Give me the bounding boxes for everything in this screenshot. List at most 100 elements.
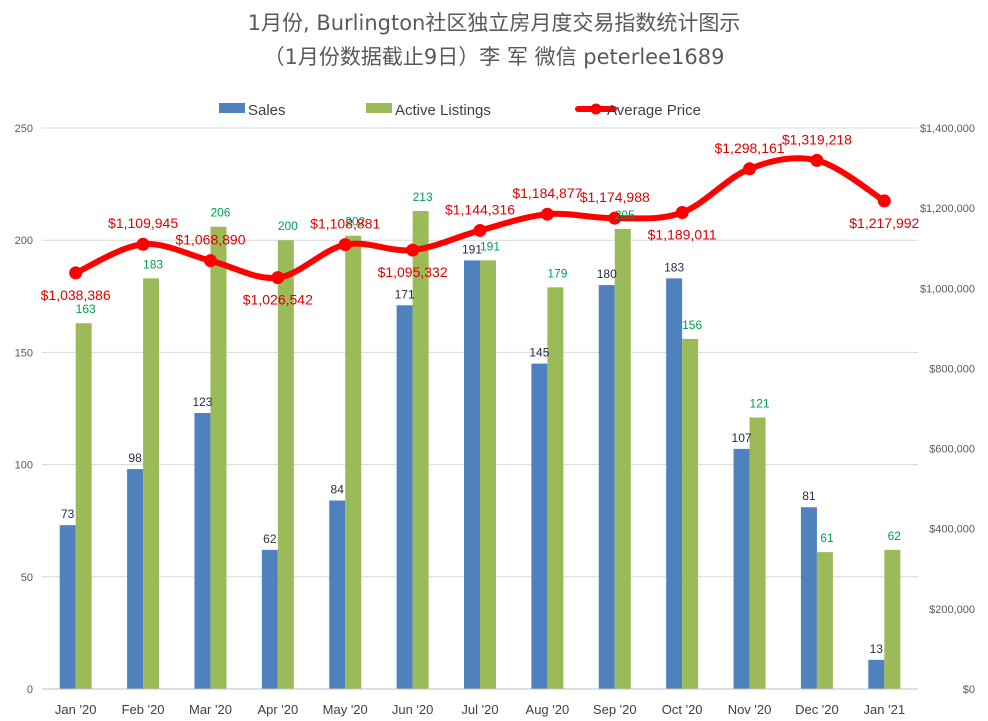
- sales-data-label: 84: [331, 483, 345, 497]
- active-listings-data-label: 213: [413, 190, 433, 204]
- x-axis-tick-label: Aug '20: [526, 702, 570, 717]
- sales-data-label: 191: [462, 242, 482, 256]
- x-axis-tick-label: Nov '20: [728, 702, 772, 717]
- average-price-marker: [203, 254, 217, 268]
- average-price-data-label: $1,298,161: [714, 140, 784, 156]
- average-price-series: [69, 153, 891, 285]
- x-axis-tick-label: Sep '20: [593, 702, 637, 717]
- active-listings-bar: [345, 235, 362, 689]
- right-axis: $0 $200,000 $400,000 $600,000 $800,000 $1,000…: [920, 123, 975, 696]
- x-axis-tick-label: Jun '20: [392, 702, 434, 717]
- average-price-marker: [743, 162, 757, 176]
- sales-data-label: 98: [128, 451, 142, 465]
- sales-data-label: 123: [192, 395, 212, 409]
- left-axis-tick-label: 150: [15, 347, 33, 359]
- active-listings-data-label: 62: [888, 529, 902, 543]
- active-listings-bar: [143, 278, 160, 689]
- left-axis-tick-label: 50: [21, 572, 33, 584]
- active-listings-data-label: 191: [480, 239, 500, 253]
- x-axis-tick-label: Mar '20: [189, 702, 232, 717]
- active-listings-data-label: 179: [547, 266, 567, 280]
- sales-bar: [868, 659, 885, 689]
- sales-data-label: 145: [529, 346, 549, 360]
- sales-data-label: 107: [732, 431, 752, 445]
- average-price-data-label: $1,038,386: [41, 287, 111, 303]
- sales-bar: [59, 525, 76, 689]
- left-axis-tick-label: 0: [27, 684, 33, 696]
- right-axis-tick-label: $800,000: [929, 363, 975, 375]
- average-price-marker: [406, 243, 420, 257]
- average-price-data-label: $1,184,877: [512, 185, 582, 201]
- sales-bar: [261, 549, 278, 689]
- bars: [59, 211, 901, 690]
- active-listings-bar: [277, 240, 294, 689]
- sales-bar: [396, 305, 413, 689]
- legend-sales-swatch: [219, 103, 245, 113]
- x-axis-tick-label: Jul '20: [461, 702, 498, 717]
- sales-bar: [194, 412, 211, 689]
- left-axis: 0 50 100 150 200 250: [15, 123, 33, 696]
- average-price-marker: [136, 237, 150, 251]
- right-axis-tick-label: $400,000: [929, 524, 975, 536]
- x-axis-tick-label: Oct '20: [662, 702, 703, 717]
- x-axis-tick-label: Jan '21: [864, 702, 906, 717]
- active-listings-data-label: 61: [820, 531, 834, 545]
- active-listings-bar: [884, 549, 901, 689]
- average-price-data-label: $1,144,316: [445, 201, 515, 217]
- sales-bar: [800, 507, 817, 689]
- x-axis-tick-label: May '20: [323, 702, 368, 717]
- sales-data-label: 62: [263, 532, 277, 546]
- right-axis-tick-label: $1,000,000: [920, 283, 975, 295]
- active-listings-data-label: 163: [76, 302, 96, 316]
- average-price-marker: [473, 223, 487, 237]
- sales-bar: [329, 500, 346, 689]
- active-listings-data-label: 205: [615, 208, 635, 222]
- active-listings-data-label: 202: [345, 215, 365, 229]
- sales-bar: [598, 285, 615, 689]
- average-price-data-label: $1,174,988: [580, 189, 650, 205]
- x-axis-tick-label: Dec '20: [795, 702, 839, 717]
- x-axis-tick-label: Feb '20: [122, 702, 165, 717]
- average-price-data-label: $1,109,945: [108, 215, 178, 231]
- chart-title: 1月份, Burlington社区独立房月度交易指数统计图示: [248, 11, 741, 35]
- average-price-data-label: $1,217,992: [849, 215, 919, 231]
- average-price-marker: [810, 153, 824, 167]
- sales-bar: [666, 278, 683, 689]
- sales-data-label: 183: [664, 260, 684, 274]
- sales-data-label: 81: [802, 489, 816, 503]
- left-axis-tick-label: 100: [15, 460, 33, 472]
- sales-data-label: 180: [597, 267, 617, 281]
- x-axis-tick-label: Apr '20: [257, 702, 298, 717]
- average-price-data-label: $1,189,011: [648, 227, 717, 243]
- right-axis-tick-label: $1,200,000: [920, 203, 975, 215]
- active-listings-data-label: 183: [143, 257, 163, 271]
- average-price-data-label: $1,095,332: [378, 264, 448, 280]
- sales-data-label: 171: [395, 287, 415, 301]
- active-listings-data-label: 156: [682, 318, 702, 332]
- sales-bar: [531, 363, 548, 689]
- legend-average-price-label: Average Price: [607, 102, 701, 119]
- left-axis-tick-label: 200: [15, 235, 33, 247]
- x-axis: Jan '20 Feb '20 Mar '20 Apr '20 May '20 Jun '…: [42, 688, 918, 717]
- legend: Sales Active Listings Average Price: [219, 102, 701, 119]
- active-listings-data-label: 200: [278, 219, 298, 233]
- legend-active-listings-label: Active Listings: [395, 102, 491, 119]
- sales-data-label: 13: [870, 642, 884, 656]
- legend-active-listings-swatch: [366, 103, 392, 113]
- average-price-data-label: $1,068,890: [175, 232, 245, 248]
- right-axis-tick-label: $0: [963, 684, 975, 696]
- right-axis-tick-label: $200,000: [929, 604, 975, 616]
- average-price-data-label: $1,026,542: [243, 292, 313, 308]
- sales-data-label: 73: [61, 507, 75, 521]
- active-listings-data-label: 121: [750, 396, 770, 410]
- average-price-marker: [69, 266, 83, 280]
- active-listings-bar: [614, 228, 631, 690]
- average-price-data-label: $1,108,881: [310, 216, 380, 232]
- right-axis-tick-label: $600,000: [929, 444, 975, 456]
- left-axis-tick-label: 250: [15, 123, 33, 135]
- average-price-marker: [877, 194, 891, 208]
- average-price-marker: [338, 238, 352, 252]
- legend-sales-label: Sales: [248, 102, 286, 119]
